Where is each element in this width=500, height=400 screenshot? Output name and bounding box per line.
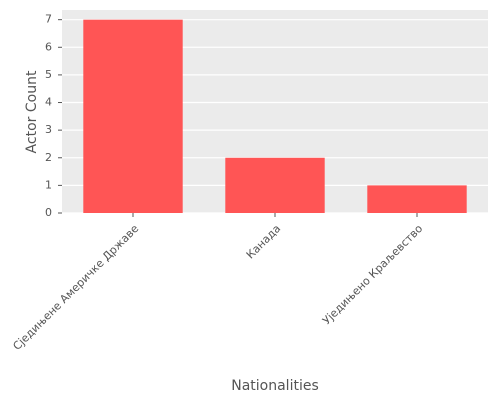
y-axis-title: Actor Count (24, 70, 40, 153)
marks (83, 19, 467, 213)
bar (83, 19, 183, 213)
y-tick-label: 4 (45, 96, 52, 109)
y-tick-label: 7 (45, 13, 52, 26)
y-tick-label: 6 (45, 40, 52, 53)
y-tick-label: 3 (45, 123, 52, 136)
y-tick-label: 5 (45, 68, 52, 81)
bar (367, 185, 467, 213)
y-tick-label: 2 (45, 151, 52, 164)
x-tick-label: Уједињено Краљевство (320, 222, 425, 327)
x-tick-label: Сједињене Америчке Државе (10, 222, 141, 353)
x-axis-title: Nationalities (231, 378, 319, 394)
y-tick-label: 0 (45, 206, 52, 219)
x-tick-label: Канада (244, 222, 283, 261)
bar (225, 157, 325, 213)
y-tick-label: 1 (45, 178, 52, 191)
